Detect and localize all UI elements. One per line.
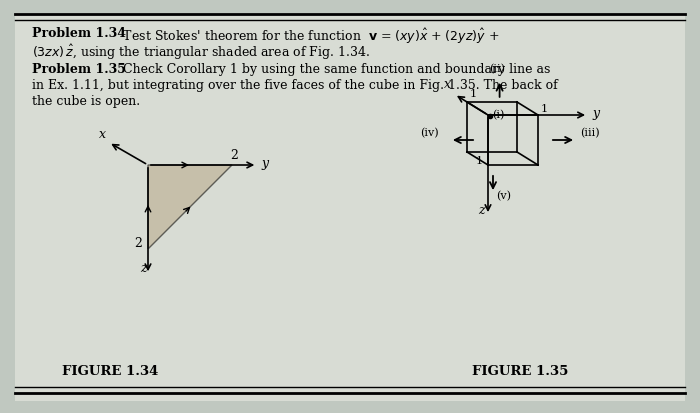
Text: x: x (99, 128, 106, 141)
Text: 2: 2 (230, 149, 238, 162)
Text: 1: 1 (541, 104, 548, 114)
Text: Problem 1.34: Problem 1.34 (32, 27, 126, 40)
Text: $(3zx)\,\hat{z}$, using the triangular shaded area of Fig. 1.34.: $(3zx)\,\hat{z}$, using the triangular s… (32, 43, 370, 62)
Text: x: x (444, 78, 452, 91)
Text: y: y (592, 107, 599, 120)
Text: z: z (478, 204, 484, 217)
Polygon shape (148, 165, 232, 249)
Text: Problem 1.35: Problem 1.35 (32, 63, 126, 76)
Text: z: z (140, 262, 146, 275)
Text: (v): (v) (496, 191, 511, 201)
Text: FIGURE 1.35: FIGURE 1.35 (472, 365, 568, 378)
Text: 2: 2 (134, 237, 142, 250)
Text: (i): (i) (492, 110, 505, 120)
Text: the cube is open.: the cube is open. (32, 95, 140, 108)
Text: Check Corollary 1 by using the same function and boundary line as: Check Corollary 1 by using the same func… (119, 63, 550, 76)
Text: (iii): (iii) (580, 128, 600, 138)
Text: (iv): (iv) (420, 128, 439, 138)
Text: 1: 1 (476, 156, 483, 166)
Text: (ii): (ii) (489, 64, 505, 74)
Text: y: y (261, 157, 268, 170)
Text: 1: 1 (470, 89, 477, 99)
Text: FIGURE 1.34: FIGURE 1.34 (62, 365, 158, 378)
Text: in Ex. 1.11, but integrating over the five faces of the cube in Fig. 1.35. The b: in Ex. 1.11, but integrating over the fi… (32, 79, 558, 92)
Text: Test Stokes' theorem for the function  $\mathbf{v}$ = $(xy)\hat{x}$ + $(2yz)\hat: Test Stokes' theorem for the function $\… (119, 27, 499, 46)
